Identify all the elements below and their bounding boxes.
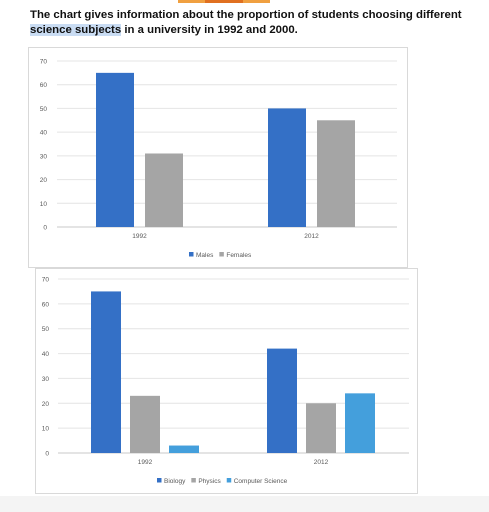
y-tick-label: 30 (42, 376, 50, 383)
page-bottom-area (0, 496, 489, 512)
heading-line-1: The chart gives information about the pr… (30, 9, 462, 21)
y-tick-label: 0 (43, 225, 47, 232)
legend-label: Biology (164, 478, 186, 485)
top-accent-bar-dark (205, 0, 243, 3)
bar-biology-1992 (91, 291, 121, 453)
bar-physics-2012 (306, 403, 336, 453)
bar-chart-gender: 0 10 20 30 40 50 60 70 1992 2012 Males Females (40, 59, 397, 259)
x-tick-label: 1992 (132, 233, 147, 240)
bar-males-1992 (96, 72, 134, 227)
y-tick-label: 40 (42, 351, 50, 358)
heading-line-2: in a university in 1992 and 2000. (121, 24, 298, 36)
y-tick-label: 40 (40, 130, 48, 137)
legend-swatch (157, 478, 162, 483)
task-heading: The chart gives information about the pr… (30, 8, 470, 38)
chart-panel-subjects: 0 10 20 30 40 50 60 70 1992 2012 Biology Physics Com… (35, 268, 418, 494)
y-tick-label: 50 (42, 326, 50, 333)
bar-chart-subjects: 0 10 20 30 40 50 60 70 1992 2012 Biology Physics Com… (42, 277, 409, 485)
legend-swatch (226, 478, 232, 483)
chart-panel-gender: 0 10 20 30 40 50 60 70 1992 2012 Males Females (28, 47, 408, 268)
x-tick-label: 2012 (304, 233, 319, 240)
y-tick-label: 60 (40, 82, 48, 89)
legend-label: Physics (198, 478, 221, 485)
heading-highlighted-text: science subjects (30, 24, 122, 36)
x-tick-label: 2012 (314, 459, 329, 466)
bar-males-2012 (268, 108, 306, 227)
y-tick-label: 60 (42, 301, 50, 308)
bar-computer-science-2012 (345, 393, 375, 453)
legend-label: Females (226, 252, 252, 259)
top-strip (0, 0, 489, 4)
legend-swatch (191, 478, 196, 483)
bar-biology-2012 (267, 348, 297, 453)
y-tick-label: 0 (45, 451, 49, 458)
y-tick-label: 10 (40, 201, 48, 208)
bar-computer-science-1992 (169, 445, 199, 453)
x-tick-label: 1992 (138, 459, 153, 466)
legend-label: Males (196, 252, 214, 259)
y-tick-label: 70 (40, 59, 48, 66)
y-tick-label: 20 (40, 177, 48, 184)
y-tick-label: 10 (42, 426, 50, 433)
bar-females-1992 (145, 153, 183, 227)
legend-swatch (189, 252, 194, 257)
y-tick-label: 30 (40, 153, 48, 160)
legend-swatch (219, 252, 224, 257)
y-tick-label: 20 (42, 401, 50, 408)
y-tick-label: 70 (42, 277, 50, 284)
y-tick-label: 50 (40, 106, 48, 113)
bar-physics-1992 (130, 395, 160, 453)
bar-females-2012 (317, 120, 355, 227)
legend-label: Computer Science (234, 478, 288, 485)
